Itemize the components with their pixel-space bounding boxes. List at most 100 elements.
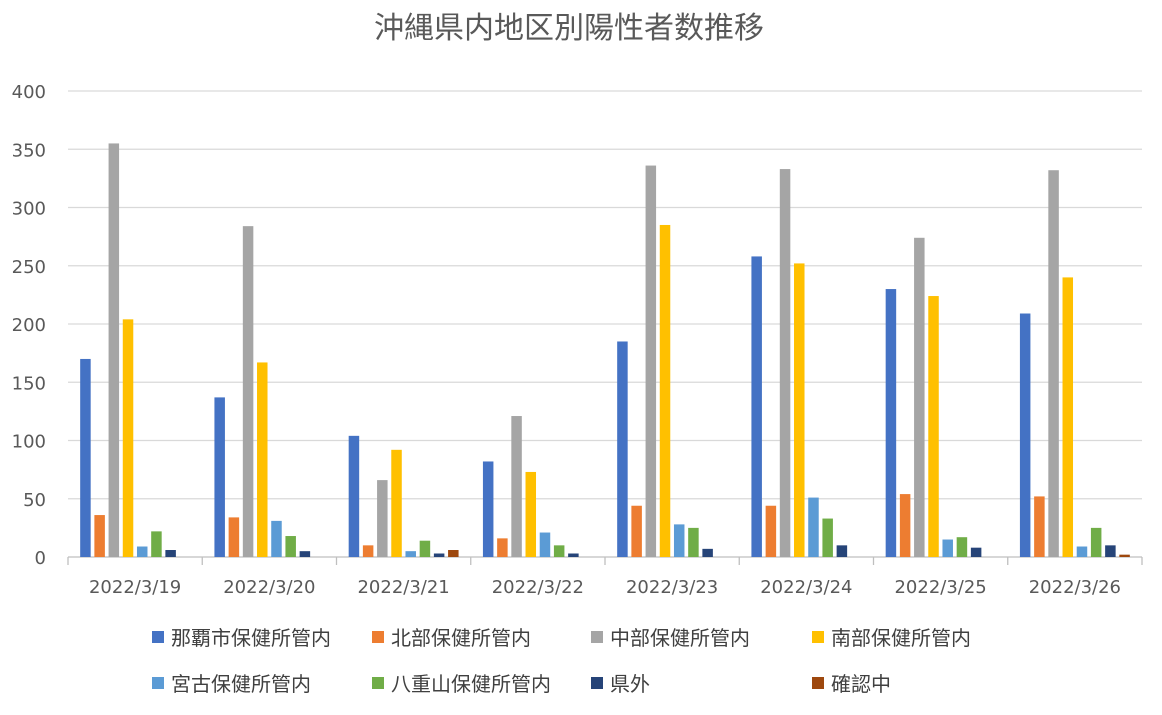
x-tick-label: 2022/3/23 bbox=[626, 577, 718, 598]
bar bbox=[553, 545, 565, 557]
bar bbox=[1062, 277, 1074, 557]
legend-swatch bbox=[372, 677, 384, 689]
y-tick-label: 150 bbox=[12, 373, 46, 394]
bar bbox=[1034, 496, 1045, 557]
legend-label: 宮古保健所管内 bbox=[171, 672, 311, 696]
bar bbox=[688, 527, 699, 558]
chart-title: 沖縄県内地区別陽性者数推移 bbox=[374, 11, 764, 46]
bar bbox=[1119, 554, 1130, 557]
bar bbox=[271, 520, 282, 557]
y-tick-label: 200 bbox=[12, 315, 46, 336]
bar bbox=[94, 515, 105, 557]
legend-swatch bbox=[372, 631, 384, 643]
legend-item: 県外 bbox=[591, 672, 650, 696]
bar bbox=[928, 296, 939, 557]
y-tick-label: 350 bbox=[12, 140, 46, 161]
bar bbox=[348, 435, 360, 557]
bar bbox=[448, 550, 459, 557]
bar bbox=[899, 494, 911, 557]
bars bbox=[80, 143, 1130, 558]
legend-item: 那覇市保健所管内 bbox=[152, 626, 331, 650]
bar bbox=[525, 471, 537, 557]
y-tick-label: 300 bbox=[12, 199, 46, 220]
legend-item: 中部保健所管内 bbox=[591, 626, 750, 650]
x-tick-label: 2022/3/19 bbox=[89, 577, 181, 598]
legend-swatch bbox=[152, 677, 164, 689]
legend-label: 南部保健所管内 bbox=[831, 626, 971, 650]
x-tick-label: 2022/3/20 bbox=[223, 577, 315, 598]
bar bbox=[165, 550, 176, 557]
bar bbox=[702, 548, 713, 557]
y-tick-label: 100 bbox=[12, 432, 46, 453]
bar bbox=[645, 165, 657, 557]
legend-label: 那覇市保健所管内 bbox=[171, 626, 331, 650]
legend-swatch bbox=[591, 677, 603, 689]
bar bbox=[285, 536, 296, 557]
legend-item: 確認中 bbox=[812, 672, 891, 696]
x-tick-label: 2022/3/26 bbox=[1029, 577, 1121, 598]
bar bbox=[885, 289, 897, 557]
x-axis-ticks: 2022/3/19 2022/3/20 2022/3/21 2022/3/22 2022… bbox=[67, 557, 1143, 598]
bar bbox=[482, 461, 494, 557]
legend-swatch bbox=[812, 631, 824, 643]
bar bbox=[108, 143, 120, 557]
bar bbox=[511, 416, 522, 557]
x-tick-label: 2022/3/21 bbox=[357, 577, 449, 598]
bar bbox=[80, 358, 91, 557]
y-tick-label: 250 bbox=[12, 257, 46, 278]
bar bbox=[257, 362, 268, 557]
legend-swatch bbox=[812, 677, 824, 689]
legend-label: 北部保健所管内 bbox=[391, 626, 531, 650]
legend-item: 南部保健所管内 bbox=[812, 626, 971, 650]
bar bbox=[242, 226, 254, 557]
bar bbox=[808, 497, 819, 557]
bar bbox=[1105, 545, 1116, 557]
bar bbox=[779, 169, 791, 557]
bar bbox=[539, 532, 551, 557]
legend-label: 八重山保健所管内 bbox=[391, 672, 551, 696]
bar bbox=[1048, 170, 1059, 557]
y-tick-label: 50 bbox=[23, 490, 46, 511]
bar bbox=[214, 397, 225, 557]
bar bbox=[299, 551, 311, 557]
legend-label: 県外 bbox=[610, 672, 650, 696]
bar bbox=[362, 545, 374, 557]
bar bbox=[617, 341, 628, 557]
legend-swatch bbox=[152, 631, 164, 643]
x-tick-label: 2022/3/22 bbox=[492, 577, 584, 598]
bar bbox=[794, 263, 805, 557]
bar bbox=[568, 553, 579, 557]
bar bbox=[751, 256, 762, 557]
bar bbox=[419, 540, 431, 557]
legend-item: 北部保健所管内 bbox=[372, 626, 531, 650]
bar bbox=[151, 531, 162, 557]
y-tick-label: 0 bbox=[35, 548, 46, 569]
y-axis-ticks: 0 50 100 150 200 250 300 350 400 bbox=[12, 82, 46, 569]
bar bbox=[970, 547, 982, 557]
bar bbox=[914, 237, 925, 558]
bar bbox=[956, 537, 968, 557]
bar bbox=[1090, 527, 1102, 558]
gridlines bbox=[68, 90, 1142, 558]
legend-label: 確認中 bbox=[831, 672, 891, 696]
bar bbox=[631, 505, 642, 557]
bar bbox=[673, 524, 685, 557]
x-tick-label: 2022/3/25 bbox=[894, 577, 986, 598]
bar bbox=[1019, 313, 1031, 557]
bar bbox=[136, 546, 148, 557]
bar bbox=[836, 545, 848, 557]
bar bbox=[122, 319, 134, 557]
bar bbox=[377, 480, 388, 557]
y-tick-label: 400 bbox=[12, 82, 46, 103]
bar bbox=[1076, 546, 1088, 557]
legend-label: 中部保健所管内 bbox=[610, 626, 750, 650]
bar bbox=[433, 553, 445, 557]
bar bbox=[822, 518, 833, 557]
bar bbox=[405, 551, 416, 557]
bar bbox=[228, 517, 240, 557]
bar bbox=[659, 224, 671, 557]
bar bbox=[942, 539, 953, 557]
